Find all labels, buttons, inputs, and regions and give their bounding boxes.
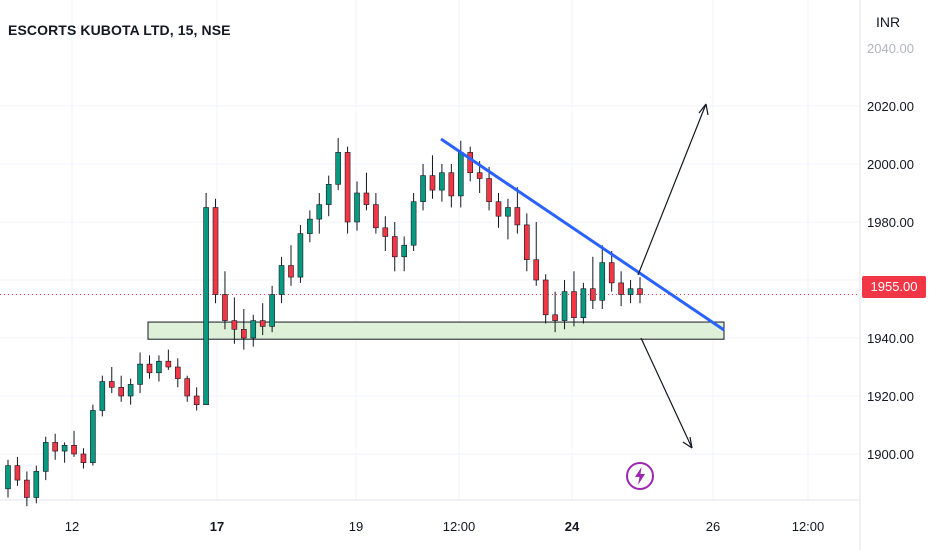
candle-body [429,175,436,191]
x-tick-label: 24 [565,519,580,534]
candle-body [203,207,209,405]
candles-layer [5,137,643,507]
candle-body [448,172,455,197]
candle-body [108,381,115,388]
candle-body [174,366,181,379]
breakdown-arrow-down[interactable] [640,337,693,449]
candle-body [156,360,162,374]
candle-body [297,233,304,278]
drawings-layer [440,103,725,449]
candle-body [542,279,549,316]
y-tick-label: 1900.00 [867,447,914,462]
y-tick-label: 1920.00 [867,389,914,404]
candle-body [608,262,615,284]
candle-body [486,178,492,203]
candle-body [278,265,285,295]
candle-body [354,192,360,223]
y-tick-label: 1940.00 [867,331,914,346]
x-tick-label: 12:00 [792,519,825,534]
arrowhead-up [698,103,709,116]
currency-label: INR [876,14,901,30]
candle-body [42,442,49,472]
candle-body [61,444,68,452]
candle-body [24,479,30,498]
y-tick-label: 2020.00 [867,99,914,114]
support-zone-layer [147,321,725,340]
candle-body [439,172,445,191]
candle-body [467,152,474,173]
candle-body [14,465,21,481]
candle-body [580,288,587,319]
candle-body [335,152,341,185]
candle-body [391,236,398,258]
candle-body [165,360,172,368]
candle-body [118,386,124,397]
candle-body [259,320,266,327]
candle-body [137,363,143,385]
candle-body [561,291,568,321]
candle-body [476,172,483,179]
symbol-title[interactable]: ESCORTS KUBOTA LTD, 15, NSE [8,22,231,38]
chart-grid [0,0,861,550]
candle-body [222,294,228,321]
candle-body [599,262,606,301]
candle-body [80,453,87,463]
candle-body [184,378,191,397]
candle-body [212,207,219,295]
support-zone[interactable] [147,321,725,340]
candle-body [514,207,521,226]
candle-body [637,288,643,295]
candle-body [127,384,134,397]
candle-body [420,175,426,203]
candle-body [307,218,313,234]
x-tick-label: 26 [706,519,720,534]
candle-body [524,224,530,260]
candle-body [552,314,558,321]
candle-body [33,471,40,498]
candle-body [373,204,379,229]
descending-trendline[interactable] [440,137,725,332]
candle-body [231,320,238,330]
lightning-bolt-icon[interactable] [625,461,655,491]
last-price-tag: 1955.00 [862,276,926,298]
candle-body [193,395,200,405]
y-tick-label-partial: 2040.00 [867,41,914,56]
candle-body [410,201,417,246]
candle-body [505,207,511,217]
candle-body [363,192,370,205]
x-tick-label: 19 [349,519,363,534]
x-tick-label: 17 [210,519,224,534]
candle-body [495,201,502,217]
candle-body [457,152,464,197]
candle-body [269,294,275,327]
x-axis[interactable]: 12 17 19 12:00 24 26 12:00 [65,519,825,534]
candle-body [250,320,257,339]
candle-body [241,328,247,339]
candle-body [571,291,577,319]
x-tick-label: 12 [65,519,79,534]
candle-body [590,288,596,301]
candle-body [382,227,389,237]
candle-body [90,410,96,464]
candle-body [316,204,323,220]
candle-body [533,259,540,281]
y-tick-label: 2000.00 [867,157,914,172]
candle-body [52,442,58,452]
candle-body [627,288,634,295]
candle-body [99,381,106,411]
candle-body [401,244,407,258]
candle-body [71,444,77,455]
arrowhead-down [682,436,693,449]
y-tick-label: 1980.00 [867,215,914,230]
candle-body [618,282,624,295]
x-tick-label: 12:00 [443,519,476,534]
candle-body [146,363,153,374]
y-axis[interactable]: 2040.002020.002000.001980.001960.001940.… [867,41,914,462]
candle-body [5,465,11,490]
breakout-arrow-up[interactable] [637,103,707,276]
candle-body [288,265,294,278]
candle-body [344,152,351,223]
candle-body [325,184,332,205]
